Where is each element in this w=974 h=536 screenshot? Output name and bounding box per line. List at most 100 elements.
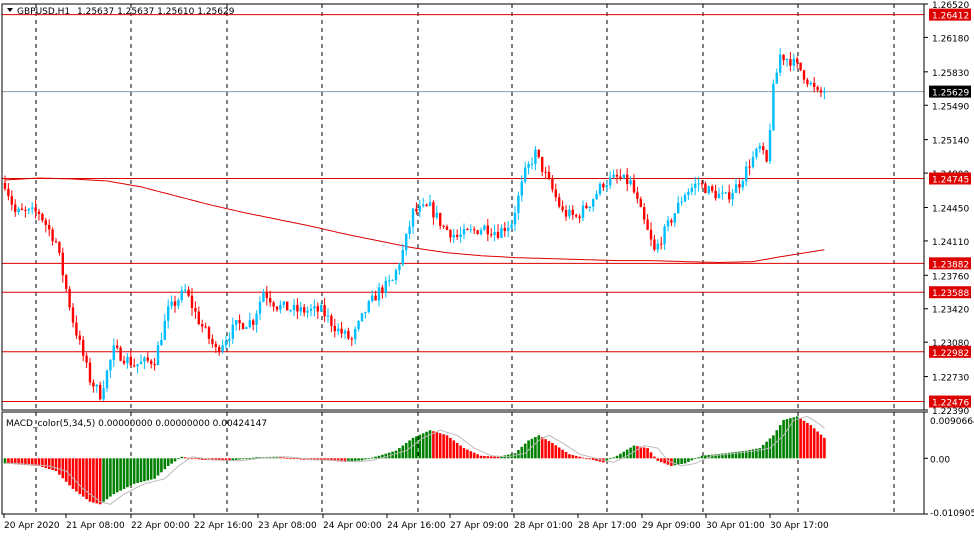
macd-bar xyxy=(197,458,201,460)
candle-body xyxy=(10,196,13,205)
candle-body xyxy=(690,187,693,192)
candle-body xyxy=(534,149,537,164)
macd-bar xyxy=(462,448,466,459)
candle-body xyxy=(354,329,357,340)
candle-body xyxy=(224,340,228,346)
macd-bar xyxy=(789,418,792,459)
candle-body xyxy=(194,308,197,312)
macd-bar xyxy=(92,458,95,503)
candle-body xyxy=(133,365,136,367)
candle-body xyxy=(479,230,483,235)
candle-body xyxy=(411,208,415,227)
candle-body xyxy=(714,190,717,199)
dropdown-triangle-icon[interactable] xyxy=(7,8,13,12)
macd-bar xyxy=(693,458,697,460)
candle-body xyxy=(711,186,714,191)
macd-bar xyxy=(251,457,255,459)
macd-bar xyxy=(146,458,150,481)
macd-bar xyxy=(126,458,129,488)
level-label-box xyxy=(929,345,971,358)
macd-bar xyxy=(360,458,364,461)
macd-bar xyxy=(61,458,65,479)
macd-bar xyxy=(129,458,133,486)
macd-bar xyxy=(697,457,700,459)
candle-body xyxy=(364,311,367,314)
macd-bar xyxy=(224,458,228,461)
macd-bar xyxy=(493,456,496,459)
candle-body xyxy=(530,163,534,165)
macd-bar xyxy=(370,457,374,459)
candle-body xyxy=(745,166,748,182)
candle-body xyxy=(360,313,364,322)
macd-bar xyxy=(595,458,598,461)
macd-bar xyxy=(489,456,493,459)
macd-histogram xyxy=(3,415,826,505)
candle-body xyxy=(41,213,44,221)
candle-body xyxy=(721,192,724,194)
candle-body xyxy=(537,149,540,157)
macd-bar xyxy=(483,455,486,459)
candle-body xyxy=(762,146,765,151)
macd-bar xyxy=(374,456,377,459)
candle-body xyxy=(68,288,71,308)
price-tick-label: 1.25140 xyxy=(932,137,969,147)
candle-body xyxy=(724,192,727,194)
moving-average xyxy=(4,177,825,264)
candle-body xyxy=(561,206,564,211)
macd-bar xyxy=(333,458,337,461)
macd-bar xyxy=(13,458,17,465)
macd-bar xyxy=(384,453,388,459)
macd-bar xyxy=(557,447,561,459)
candle-body xyxy=(17,208,20,212)
macd-bar xyxy=(3,458,7,464)
macd-bar xyxy=(30,458,34,466)
candle-body xyxy=(146,357,149,361)
candle-body xyxy=(95,384,98,387)
macd-bar xyxy=(289,458,292,460)
candle-body xyxy=(340,328,343,334)
macd-bar xyxy=(761,444,765,459)
macd-bar xyxy=(452,440,456,459)
candle-body xyxy=(180,290,183,301)
candle-body xyxy=(248,320,251,328)
macd-bar xyxy=(758,448,762,459)
macd-bar xyxy=(180,456,184,459)
candle-body xyxy=(469,229,472,231)
macd-bar xyxy=(194,458,197,460)
candle-body xyxy=(612,174,615,178)
candle-body xyxy=(92,382,95,387)
macd-bar xyxy=(143,458,146,482)
macd-bar xyxy=(112,458,116,495)
candle-body xyxy=(126,357,129,364)
macd-bar xyxy=(585,458,588,460)
macd-bar xyxy=(472,452,476,459)
candle-body xyxy=(184,289,187,291)
price-tick-label: 1.24110 xyxy=(932,238,969,248)
candle-body xyxy=(551,178,554,190)
candle-body xyxy=(452,234,455,238)
candlestick-series xyxy=(3,48,826,401)
time-tick-label: 23 Apr 08:00 xyxy=(258,521,317,531)
macd-bar xyxy=(530,438,534,459)
candle-body xyxy=(422,204,425,207)
candle-body xyxy=(823,91,826,93)
macd-bar xyxy=(20,458,24,465)
macd-bar xyxy=(187,457,190,459)
macd-pane-frame xyxy=(1,411,925,515)
candle-body xyxy=(177,300,180,306)
macd-bar xyxy=(24,458,27,465)
candle-body xyxy=(286,301,289,311)
candle-body xyxy=(367,301,370,312)
candle-body xyxy=(333,325,336,332)
macd-bar xyxy=(469,451,473,459)
macd-bar xyxy=(81,458,85,497)
candle-body xyxy=(653,239,656,250)
candle-body xyxy=(445,226,449,230)
macd-bar xyxy=(809,425,813,459)
candle-body xyxy=(802,70,806,80)
candle-body xyxy=(214,343,217,348)
macd-bar xyxy=(455,442,459,459)
candle-body xyxy=(428,202,432,206)
candle-body xyxy=(605,185,608,188)
